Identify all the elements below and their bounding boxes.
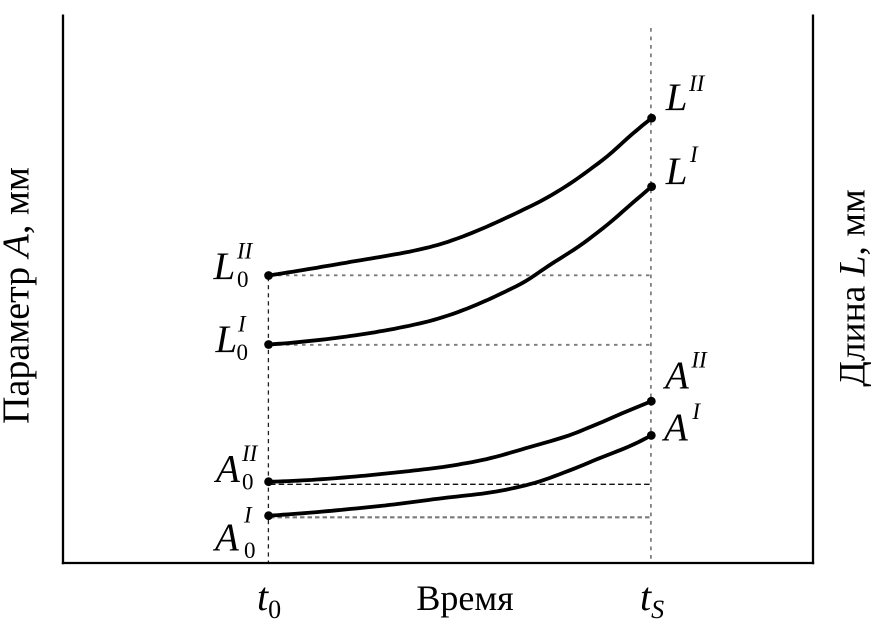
svg-text:A: A — [662, 354, 689, 397]
svg-text:I: I — [689, 142, 699, 167]
svg-text:A: A — [213, 448, 240, 491]
svg-text:Длина L, мм: Длина L, мм — [833, 189, 871, 387]
svg-text:L: L — [213, 245, 236, 288]
svg-text:A: A — [661, 406, 688, 449]
svg-text:I: I — [237, 312, 247, 337]
svg-text:0: 0 — [242, 470, 254, 495]
svg-text:I: I — [691, 399, 701, 424]
svg-text:L: L — [665, 76, 688, 119]
svg-text:0: 0 — [237, 340, 249, 365]
svg-text:L: L — [665, 150, 688, 193]
svg-text:0: 0 — [244, 538, 256, 563]
svg-text:II: II — [690, 348, 708, 373]
svg-text:Параметр А, мм: Параметр А, мм — [0, 167, 38, 424]
svg-text:L: L — [215, 318, 238, 361]
svg-text:Время: Время — [416, 578, 513, 618]
svg-text:II: II — [236, 239, 254, 264]
svg-text:II: II — [241, 441, 259, 466]
svg-text:I: I — [243, 503, 253, 528]
svg-text:II: II — [688, 71, 706, 96]
svg-text:A: A — [212, 516, 239, 559]
svg-text:0: 0 — [237, 267, 249, 292]
